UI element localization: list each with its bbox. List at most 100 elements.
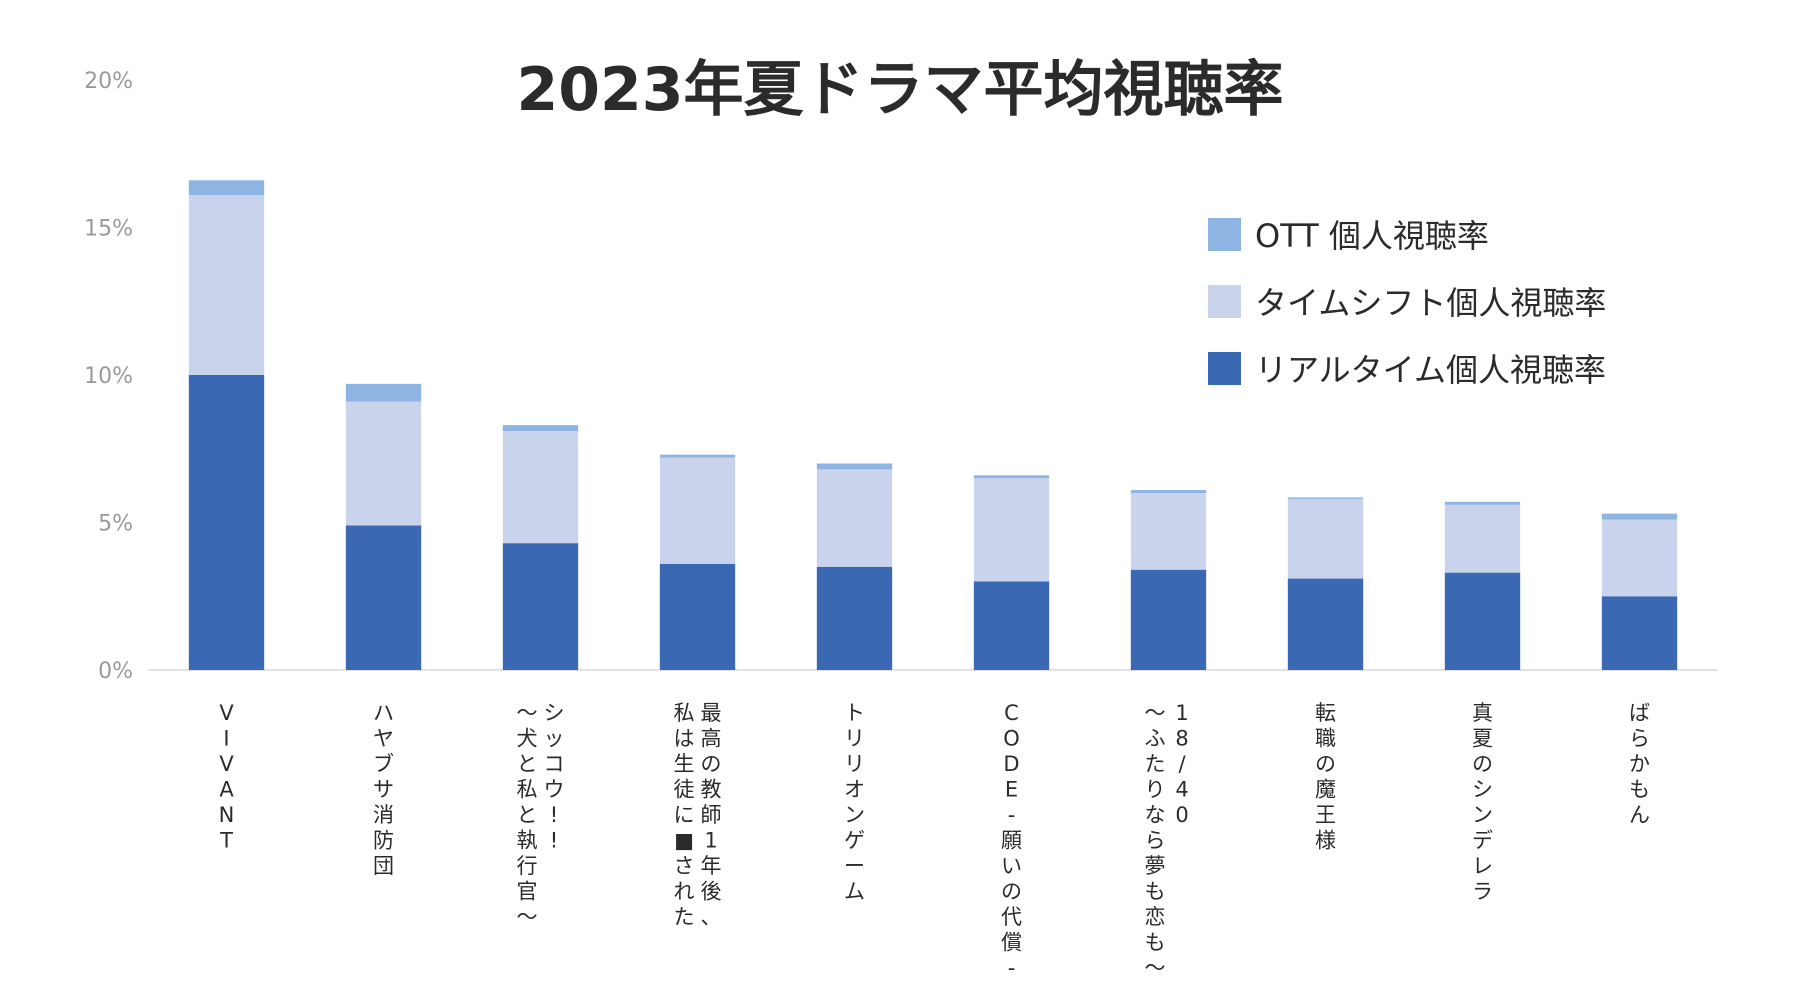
x-label-6-char: い — [1001, 854, 1022, 878]
x-label-9-char: シ — [1472, 778, 1493, 802]
x-label-3-char: 〜 — [517, 701, 538, 725]
bar-1-series-1 — [188, 375, 265, 670]
x-label-6-char: O — [1003, 727, 1020, 751]
x-label-4-char: 私 — [674, 701, 695, 725]
x-label-10-char: ば — [1629, 701, 1650, 725]
y-tick-label: 10% — [84, 364, 133, 389]
x-label-8-char: 王 — [1315, 803, 1336, 827]
x-label-5-char: リ — [844, 752, 865, 776]
x-label-3-char: と — [517, 803, 538, 827]
x-label-3-char: ウ — [544, 778, 565, 802]
x-label-3-char: 私 — [517, 778, 538, 802]
x-label-3-char: 〜 — [517, 905, 538, 929]
bar-5-series-3 — [816, 463, 893, 470]
bar-10-series-3 — [1601, 513, 1678, 520]
x-label-8-char: 職 — [1315, 727, 1336, 751]
x-label-4-char: は — [674, 727, 695, 751]
x-label-2-char: 団 — [373, 854, 394, 878]
x-label-6-char: E — [1005, 778, 1018, 802]
x-label-3-char: と — [517, 752, 538, 776]
x-label-5-char: ム — [844, 880, 865, 904]
x-label-5-char: オ — [844, 778, 865, 802]
x-label-3-char: 官 — [517, 880, 538, 904]
x-label-10-char: も — [1629, 778, 1650, 802]
x-label-7-char: ら — [1145, 829, 1166, 853]
x-label-4-char: 1 — [704, 829, 717, 853]
x-label-3-char: ! — [550, 829, 558, 853]
bar-10-series-2 — [1601, 519, 1678, 597]
bar-7-series-2 — [1130, 493, 1207, 570]
legend-swatch-1 — [1208, 218, 1241, 251]
legend-label-1: OTT 個人視聴率 — [1255, 217, 1489, 255]
x-label-10-char: ら — [1629, 727, 1650, 751]
x-label-3-char: 執 — [517, 829, 538, 853]
bar-4-series-1 — [659, 563, 736, 670]
bar-2-series-2 — [345, 401, 422, 526]
x-label-1-char: V — [219, 701, 234, 725]
x-label-2-char: ハ — [373, 701, 394, 725]
x-label-7-char: 1 — [1175, 701, 1188, 725]
bar-3-series-1 — [502, 543, 579, 670]
bar-2-series-1 — [345, 525, 422, 670]
x-label-5-char: ー — [844, 854, 865, 878]
x-label-7-char: / — [1178, 752, 1186, 776]
x-label-7-char: り — [1145, 778, 1166, 802]
x-label-4-char: 生 — [674, 752, 695, 776]
y-axis: 0% 5% 10% 15% 20% — [84, 69, 1718, 684]
x-label-4-char: に — [674, 803, 695, 827]
x-label-1-char: T — [219, 829, 233, 853]
x-label-4-char: 年 — [701, 854, 722, 878]
x-label-2-char: ヤ — [373, 727, 394, 751]
x-label-4-char: 後 — [701, 880, 722, 904]
x-label-6-char: 償 — [1001, 931, 1022, 955]
x-label-3-char: ! — [550, 803, 558, 827]
bar-8-series-1 — [1287, 578, 1364, 670]
x-label-7-char: 恋 — [1145, 905, 1166, 929]
legend-swatch-3 — [1208, 352, 1241, 385]
bar-4-series-3 — [659, 454, 736, 458]
x-label-7-char: 0 — [1175, 803, 1188, 827]
x-label-9-char: ラ — [1472, 880, 1493, 904]
x-label-7-char: 〜 — [1145, 956, 1166, 980]
x-label-4-char: れ — [674, 880, 695, 904]
x-label-1-char: I — [223, 727, 229, 751]
bar-8-series-2 — [1287, 498, 1364, 579]
bar-7-series-3 — [1130, 490, 1207, 493]
bar-9-series-3 — [1444, 501, 1521, 505]
bars — [188, 180, 1678, 670]
bar-3-series-3 — [502, 425, 579, 432]
bar-4-series-2 — [659, 457, 736, 564]
x-label-7-char: な — [1145, 803, 1166, 827]
x-label-4-char: 最 — [701, 701, 722, 725]
x-label-7-char: た — [1145, 752, 1166, 776]
x-label-7-char: ふ — [1145, 727, 1166, 751]
x-label-4-char: 教 — [701, 778, 722, 802]
x-label-9-char: 夏 — [1472, 727, 1493, 751]
x-label-4-char: 、 — [701, 905, 722, 929]
x-label-4-char: 高 — [701, 727, 722, 751]
x-label-8-char: 魔 — [1315, 778, 1336, 802]
bar-1-series-3 — [188, 180, 265, 196]
bar-5-series-1 — [816, 566, 893, 670]
x-label-6-char: - — [1008, 803, 1016, 827]
y-tick-label: 5% — [98, 512, 133, 537]
x-label-7-char: 4 — [1175, 778, 1188, 802]
x-label-8-char: の — [1315, 752, 1336, 776]
x-label-8-char: 様 — [1315, 829, 1336, 853]
x-label-10-char: ん — [1629, 803, 1650, 827]
x-label-1-char: N — [219, 803, 235, 827]
x-label-9-char: ン — [1472, 803, 1493, 827]
y-tick-label: 20% — [84, 69, 133, 94]
x-label-5-char: ゲ — [844, 829, 865, 853]
x-axis-labels: VIVANTハヤブサ消防団シッコウ!!〜犬と私と執行官〜最高の教師1年後、私は生… — [219, 701, 1650, 980]
x-label-9-char: 真 — [1472, 701, 1493, 725]
x-label-1-char: A — [219, 778, 234, 802]
x-label-9-char: の — [1472, 752, 1493, 776]
x-label-4-char: 師 — [701, 803, 722, 827]
x-label-7-char: も — [1145, 931, 1166, 955]
bar-6-series-2 — [973, 478, 1050, 582]
x-label-4-char: の — [701, 752, 722, 776]
y-tick-label: 15% — [84, 217, 133, 242]
